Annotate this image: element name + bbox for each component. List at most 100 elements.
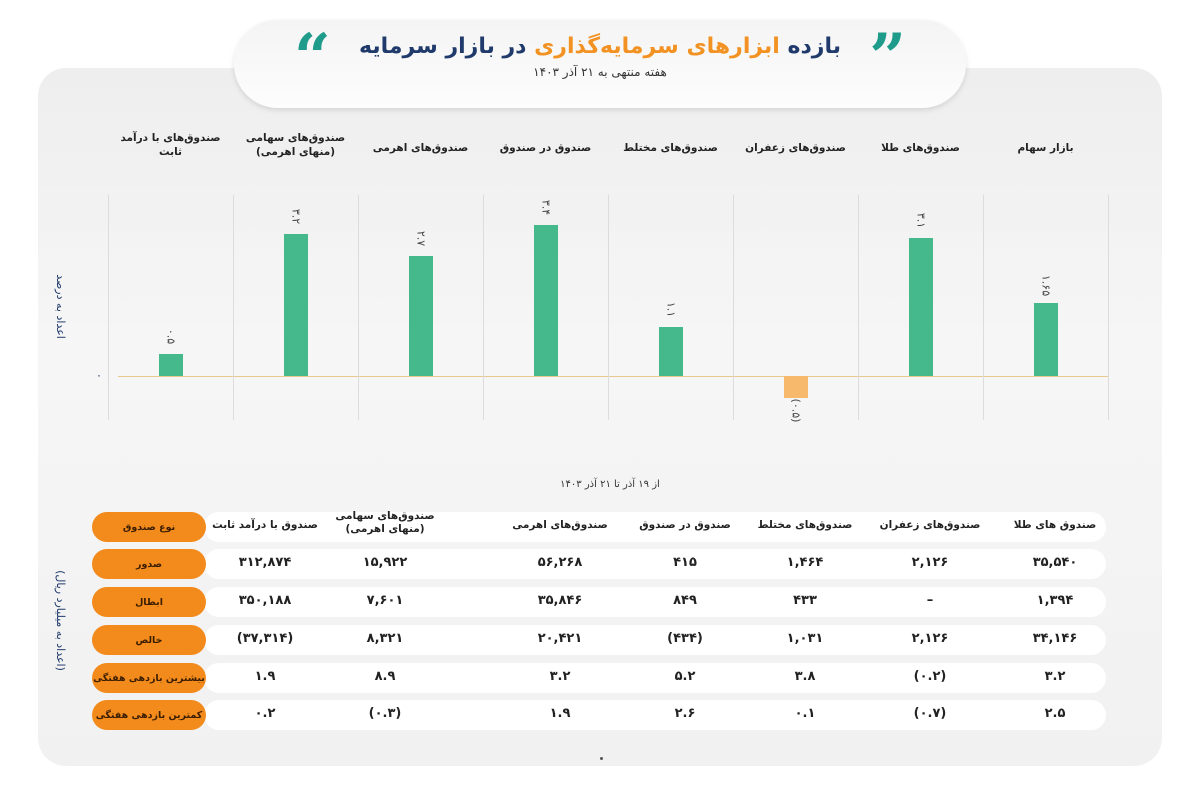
table-cell: ۵۶,۲۶۸ <box>537 555 583 570</box>
table-cell: ۸,۳۲۱ <box>366 631 404 646</box>
table-cell: ۸.۹ <box>374 669 396 684</box>
column-divider <box>608 195 609 420</box>
table-cell: (۳۷,۳۱۴) <box>236 631 294 646</box>
x-tick-label: بازار سهام <box>1017 142 1074 154</box>
column-header: صندوق‌های زعفران <box>879 519 981 531</box>
table-cell: (۰.۷) <box>913 706 947 721</box>
column-header: صندوق‌های سهامی (منهای اهرمی) <box>335 510 435 536</box>
table-cell: ۱۵,۹۲۲ <box>362 555 408 570</box>
column-header: صندوق‌های اهرمی <box>512 519 608 531</box>
table-cell: ۴۱۵ <box>673 555 697 570</box>
bar <box>158 353 183 376</box>
title-banner: “ ” بازده ابزارهای سرمایه‌گذاری در بازار… <box>234 20 966 108</box>
x-tick-label: صندوق‌های با درآمد ثابت <box>120 132 221 158</box>
data-label: (۰.۵) <box>789 398 802 423</box>
table-cell: (۰.۳) <box>368 706 402 721</box>
table-cell: ۳۱۲,۸۷۴ <box>238 555 292 570</box>
row-header: صدور <box>92 549 206 579</box>
column-header: صندوق با درآمد ثابت <box>212 519 318 531</box>
bar <box>908 238 933 376</box>
data-label: ۱.۱ <box>664 301 677 318</box>
x-tick-label: صندوق‌های طلا <box>881 142 960 154</box>
table-cell: ۲۰,۴۲۱ <box>537 631 583 646</box>
table-cell: ۲,۱۲۶ <box>911 631 949 646</box>
quote-close-icon: ” <box>869 20 906 95</box>
page-title: بازده ابزارهای سرمایه‌گذاری در بازار سرم… <box>234 34 966 59</box>
column-header: صندوق‌های مختلط <box>757 519 853 531</box>
title-part2: در بازار سرمایه <box>358 34 527 59</box>
bar <box>533 225 558 376</box>
table-cell: ۰.۱ <box>794 706 816 721</box>
column-header: صندوق در صندوق <box>639 519 731 531</box>
table-cell: ۳۵,۵۴۰ <box>1032 555 1078 570</box>
row-header: ابطال <box>92 587 206 617</box>
table-cell: ۱,۴۶۴ <box>786 555 824 570</box>
table-row <box>204 663 1106 693</box>
table-row <box>204 587 1106 617</box>
table-cell: ۵.۲ <box>674 669 696 684</box>
table-header-row <box>204 512 1106 542</box>
data-label: ۲.۷ <box>414 230 427 247</box>
column-divider <box>858 195 859 420</box>
table-cell: ۱,۰۳۱ <box>786 631 824 646</box>
table-cell: ۳۴,۱۴۶ <box>1032 631 1078 646</box>
column-divider <box>108 195 109 420</box>
quote-open-icon: “ <box>294 20 331 95</box>
x-tick-label: صندوق‌های اهرمی <box>372 142 469 154</box>
table-cell: ۳.۲ <box>1044 669 1066 684</box>
y-tick-zero: ۰ <box>96 369 102 382</box>
table-cell: – <box>926 593 934 608</box>
table-cell: ۱,۳۹۴ <box>1036 593 1074 608</box>
x-tick-label: صندوق‌های مختلط <box>623 142 718 154</box>
table-cell: ۲.۶ <box>674 706 696 721</box>
bar <box>783 376 808 399</box>
title-highlight: ابزارهای سرمایه‌گذاری <box>534 34 780 59</box>
table-cell: ۱.۹ <box>549 706 571 721</box>
row-header: بیشترین بازدهی هفتگی <box>92 663 206 693</box>
table-row <box>204 549 1106 579</box>
bar <box>1033 302 1058 376</box>
table-cell: (۴۳۴) <box>667 631 703 646</box>
x-tick-label: صندوق در صندوق <box>499 142 592 154</box>
column-header: صندوق های طلا <box>1013 519 1097 531</box>
data-label: ۱.۶۵ <box>1039 274 1052 296</box>
column-divider <box>358 195 359 420</box>
table-cell: ۳۵۰,۱۸۸ <box>238 593 292 608</box>
column-divider <box>733 195 734 420</box>
x-tick-label: صندوق‌های زعفران <box>745 142 846 154</box>
data-label: ۳.۲ <box>289 208 302 225</box>
row-header: کمترین بازدهی هفتگی <box>92 700 206 730</box>
table-cell: ۸۴۹ <box>673 593 697 608</box>
table-cell: ۲.۵ <box>1044 706 1066 721</box>
data-label: ۰.۵ <box>164 328 177 344</box>
table-cell: ۳۵,۸۴۶ <box>537 593 583 608</box>
table-cell: ۲,۱۲۶ <box>911 555 949 570</box>
bar <box>283 233 308 376</box>
table-unit-label: (اعداد به میلیارد ریال) <box>53 570 67 671</box>
column-divider <box>483 195 484 420</box>
table-cell: ۳.۸ <box>794 669 816 684</box>
zero-line <box>118 376 1108 377</box>
bar <box>658 327 683 376</box>
row-header: خالص <box>92 625 206 655</box>
x-tick-label: صندوق‌های سهامی (منهای اهرمی) <box>245 132 346 158</box>
column-divider <box>983 195 984 420</box>
column-divider <box>233 195 234 420</box>
table-cell: ۱.۹ <box>254 669 276 684</box>
row-header-type: نوع صندوق <box>92 512 206 542</box>
table-date-range: از ۱۹ آذر تا ۲۱ آذر ۱۴۰۳ <box>560 479 660 490</box>
table-cell: ۳.۲ <box>549 669 571 684</box>
table-cell: ۴۳۳ <box>793 593 817 608</box>
table-cell: (۰.۲) <box>913 669 947 684</box>
table-row <box>204 625 1106 655</box>
table-cell: ۰.۲ <box>254 706 276 721</box>
column-divider <box>1108 195 1109 420</box>
dot <box>600 757 603 760</box>
table-row <box>204 700 1106 730</box>
data-label: ۳.۴ <box>539 199 552 216</box>
table-cell: ۷,۶۰۱ <box>366 593 404 608</box>
bar <box>408 256 433 376</box>
y-axis-label: اعداد به درصد <box>53 274 67 339</box>
data-label: ۳.۱ <box>914 213 927 229</box>
